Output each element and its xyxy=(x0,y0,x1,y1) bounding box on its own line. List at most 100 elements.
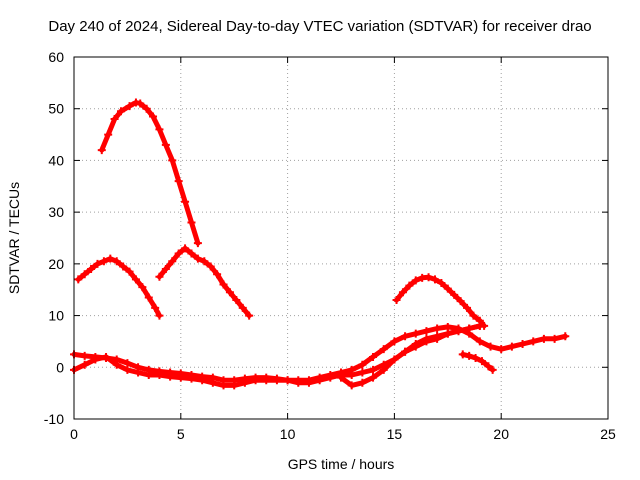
data-point xyxy=(240,374,249,383)
data-point xyxy=(315,373,324,382)
data-point xyxy=(134,363,143,372)
series-arc-1 xyxy=(97,98,202,248)
data-point xyxy=(208,373,217,382)
data-point xyxy=(219,376,228,385)
data-point xyxy=(144,293,153,302)
data-point xyxy=(232,296,241,305)
series-arc-6 xyxy=(70,322,570,385)
series-layer xyxy=(70,98,570,390)
data-point xyxy=(469,311,478,320)
data-point xyxy=(187,218,196,227)
data-point xyxy=(458,350,467,359)
data-point xyxy=(443,322,452,331)
data-point xyxy=(97,146,106,155)
data-point xyxy=(283,376,292,385)
data-point xyxy=(411,276,420,285)
data-point xyxy=(347,365,356,374)
series-arc-4 xyxy=(392,273,489,330)
data-point xyxy=(87,265,96,274)
data-point xyxy=(369,365,378,374)
data-point xyxy=(225,288,234,297)
data-point xyxy=(484,362,493,371)
y-tick-label-1: 0 xyxy=(56,359,64,375)
data-point xyxy=(411,340,420,349)
data-point xyxy=(131,275,140,284)
data-point xyxy=(80,351,89,360)
data-point xyxy=(213,270,222,279)
y-tick-label-4: 30 xyxy=(48,204,64,220)
data-point xyxy=(144,365,153,374)
data-point xyxy=(187,371,196,380)
data-point xyxy=(219,280,228,289)
data-point xyxy=(125,102,134,111)
data-point xyxy=(149,112,158,121)
data-point xyxy=(74,275,83,284)
y-tick-label-7: 60 xyxy=(48,49,64,65)
y-tick-label-2: 10 xyxy=(48,308,64,324)
data-point xyxy=(161,265,170,274)
data-point xyxy=(116,107,125,116)
data-point xyxy=(80,270,89,279)
data-point xyxy=(486,342,495,351)
data-point xyxy=(475,337,484,346)
data-point xyxy=(347,381,356,390)
data-point xyxy=(119,262,128,271)
data-point xyxy=(304,376,313,385)
data-point xyxy=(176,369,185,378)
data-point xyxy=(358,368,367,377)
data-point xyxy=(136,99,145,108)
data-point xyxy=(437,278,446,287)
data-point xyxy=(433,332,442,341)
x-tick-label-0: 0 xyxy=(70,426,78,442)
data-point xyxy=(465,324,474,333)
y-tick-label-6: 50 xyxy=(48,101,64,117)
data-point xyxy=(125,267,134,276)
grid xyxy=(74,57,608,419)
data-point xyxy=(379,345,388,354)
data-point xyxy=(151,303,160,312)
data-point xyxy=(155,311,164,320)
data-point xyxy=(422,334,431,343)
data-point xyxy=(358,378,367,387)
data-point xyxy=(401,347,410,356)
data-point xyxy=(398,288,407,297)
plot-frame xyxy=(73,56,609,420)
data-point xyxy=(390,355,399,364)
data-point xyxy=(518,340,527,349)
data-point xyxy=(123,359,132,368)
data-point xyxy=(433,324,442,333)
y-tick-label-0: -10 xyxy=(44,411,64,427)
data-point xyxy=(187,249,196,258)
data-point xyxy=(465,351,474,360)
data-point xyxy=(200,257,209,266)
data-point xyxy=(155,367,164,376)
data-point xyxy=(405,281,414,290)
data-point xyxy=(475,321,484,330)
data-point xyxy=(392,296,401,305)
data-point xyxy=(443,329,452,338)
data-point xyxy=(245,311,254,320)
data-point xyxy=(166,368,175,377)
data-point xyxy=(358,360,367,369)
series-arc-3 xyxy=(155,244,254,320)
data-point xyxy=(424,273,433,282)
data-point xyxy=(80,360,89,369)
data-point xyxy=(206,262,215,271)
data-point xyxy=(93,259,102,268)
data-point xyxy=(422,327,431,336)
data-point xyxy=(91,352,100,361)
data-point xyxy=(463,303,472,312)
data-point xyxy=(155,125,164,134)
data-point xyxy=(138,283,147,292)
data-point xyxy=(272,374,281,383)
data-point xyxy=(401,332,410,341)
chart-title: Day 240 of 2024, Sidereal Day-to-day VTE… xyxy=(48,18,592,35)
data-point xyxy=(337,373,345,382)
data-point xyxy=(198,372,207,381)
data-point xyxy=(326,371,335,380)
data-point xyxy=(430,275,439,284)
data-point xyxy=(142,104,151,113)
data-point xyxy=(262,373,271,382)
y-tick-label-3: 20 xyxy=(48,256,64,272)
data-point xyxy=(230,376,239,385)
